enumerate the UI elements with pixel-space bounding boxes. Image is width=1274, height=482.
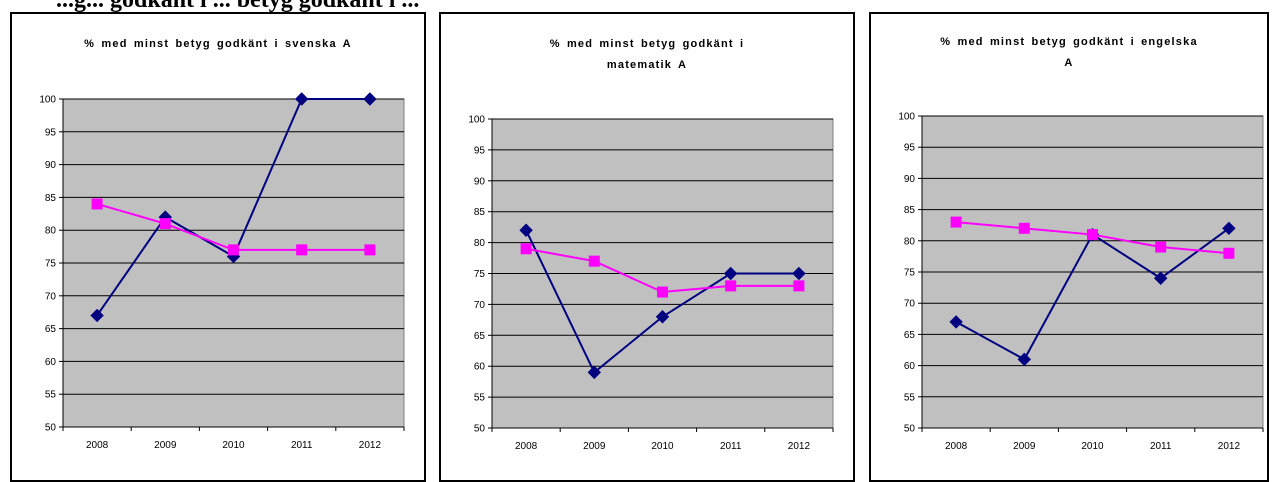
x-tick-label: 2012 bbox=[1218, 441, 1241, 452]
chart-title-line-1: % med minst betyg godkänt i bbox=[549, 38, 745, 50]
y-tick-label: 90 bbox=[45, 160, 57, 171]
y-tick-label: 100 bbox=[898, 112, 915, 123]
x-tick-label: 2008 bbox=[945, 441, 968, 452]
data-point-square bbox=[1155, 241, 1167, 253]
x-tick-label: 2009 bbox=[583, 441, 606, 452]
chart-svenska: % med minst betyg godkänt i svenska A 50… bbox=[10, 12, 426, 482]
data-point-square bbox=[520, 243, 532, 255]
chart-title: % med minst betyg godkänt i engelska A bbox=[871, 32, 1267, 74]
data-point-square bbox=[1018, 222, 1030, 234]
y-tick-label: 70 bbox=[474, 300, 486, 311]
data-point-square bbox=[950, 216, 962, 228]
y-tick-label: 65 bbox=[45, 324, 57, 335]
chart-title-line-2: matematik A bbox=[606, 59, 688, 71]
y-tick-label: 75 bbox=[474, 269, 486, 280]
y-tick-label: 100 bbox=[468, 115, 485, 126]
y-tick-label: 95 bbox=[45, 127, 57, 138]
x-tick-label: 2012 bbox=[359, 440, 382, 451]
chart-title-line-2: A bbox=[1064, 57, 1074, 69]
chart-title-line-1: % med minst betyg godkänt i svenska A bbox=[84, 38, 352, 50]
data-point-square bbox=[1087, 229, 1098, 241]
y-tick-label: 55 bbox=[904, 392, 916, 403]
data-point-diamond bbox=[1222, 221, 1236, 236]
y-tick-label: 60 bbox=[45, 357, 57, 368]
y-tick-label: 95 bbox=[904, 143, 916, 154]
data-point-square bbox=[588, 255, 600, 267]
y-tick-label: 90 bbox=[904, 174, 916, 185]
data-point-diamond bbox=[723, 266, 738, 281]
chart-title-line-1: % med minst betyg godkänt i engelska bbox=[940, 36, 1198, 48]
data-point-square bbox=[793, 280, 805, 292]
x-tick-label: 2009 bbox=[1013, 441, 1036, 452]
x-tick-label: 2010 bbox=[1081, 441, 1104, 452]
data-point-square bbox=[364, 244, 376, 256]
data-point-square bbox=[1223, 247, 1235, 259]
data-point-diamond bbox=[587, 365, 602, 380]
y-tick-label: 60 bbox=[474, 362, 486, 373]
data-point-diamond bbox=[294, 92, 309, 106]
data-point-square bbox=[657, 286, 668, 298]
data-point-square bbox=[296, 244, 308, 256]
chart-svg: 50 55 60 65 70 75 80 85 90 95 100 2008 2009 2010 2011 2… bbox=[39, 92, 405, 451]
chart-engelska: % med minst betyg godkänt i engelska A 5… bbox=[869, 12, 1269, 482]
page-heading: ...g... godkänt i ... betyg godkänt i ..… bbox=[56, 0, 420, 13]
y-tick-label: 80 bbox=[904, 236, 916, 247]
x-tick-label: 2011 bbox=[1150, 441, 1172, 452]
chart-title: % med minst betyg godkänt i svenska A bbox=[12, 34, 424, 55]
y-tick-label: 55 bbox=[474, 393, 486, 404]
y-tick-label: 65 bbox=[904, 330, 916, 341]
x-tick-label: 2011 bbox=[720, 441, 742, 452]
y-tick-label: 85 bbox=[45, 193, 57, 204]
data-point-square bbox=[91, 198, 103, 210]
y-tick-label: 70 bbox=[904, 299, 916, 310]
data-point-diamond bbox=[1153, 271, 1168, 285]
y-tick-label: 80 bbox=[474, 238, 486, 249]
y-tick-label: 50 bbox=[474, 424, 486, 435]
y-tick-label: 95 bbox=[474, 145, 486, 156]
x-tick-label: 2008 bbox=[515, 441, 538, 452]
chart-title: % med minst betyg godkänt i matematik A bbox=[441, 34, 853, 76]
y-tick-label: 55 bbox=[45, 390, 57, 401]
x-tick-label: 2012 bbox=[788, 441, 811, 452]
data-point-diamond bbox=[519, 223, 533, 237]
chart-svg: 50 55 60 65 70 75 80 85 90 95 100 2008 2009 2010 2011 2… bbox=[468, 115, 834, 452]
data-point-diamond bbox=[363, 92, 377, 106]
data-point-diamond bbox=[949, 315, 963, 329]
x-tick-label: 2009 bbox=[154, 440, 177, 451]
x-tick-label: 2008 bbox=[86, 440, 109, 451]
y-tick-label: 60 bbox=[904, 361, 916, 372]
y-tick-label: 50 bbox=[45, 423, 57, 434]
x-tick-label: 2011 bbox=[291, 440, 313, 451]
y-tick-label: 75 bbox=[904, 268, 916, 279]
chart-svg: 50 55 60 65 70 75 80 85 90 95 100 2008 2009 2010 2011 2… bbox=[898, 112, 1264, 452]
data-point-diamond bbox=[1017, 352, 1032, 367]
data-point-diamond bbox=[90, 308, 104, 323]
y-tick-label: 85 bbox=[474, 207, 486, 218]
x-tick-label: 2010 bbox=[651, 441, 674, 452]
x-tick-label: 2010 bbox=[222, 440, 245, 451]
y-tick-label: 70 bbox=[45, 291, 57, 302]
data-point-diamond bbox=[792, 266, 806, 281]
data-point-diamond bbox=[655, 310, 670, 324]
y-tick-label: 75 bbox=[45, 259, 57, 270]
y-tick-label: 85 bbox=[904, 205, 916, 216]
y-tick-label: 90 bbox=[474, 176, 486, 187]
y-tick-label: 80 bbox=[45, 226, 57, 237]
data-point-square bbox=[725, 280, 737, 292]
y-tick-label: 50 bbox=[904, 424, 916, 435]
chart-matematik: % med minst betyg godkänt i matematik A … bbox=[439, 12, 855, 482]
y-tick-label: 65 bbox=[474, 331, 486, 342]
data-point-square bbox=[228, 244, 239, 256]
data-point-square bbox=[159, 218, 171, 230]
y-tick-label: 100 bbox=[39, 95, 56, 106]
